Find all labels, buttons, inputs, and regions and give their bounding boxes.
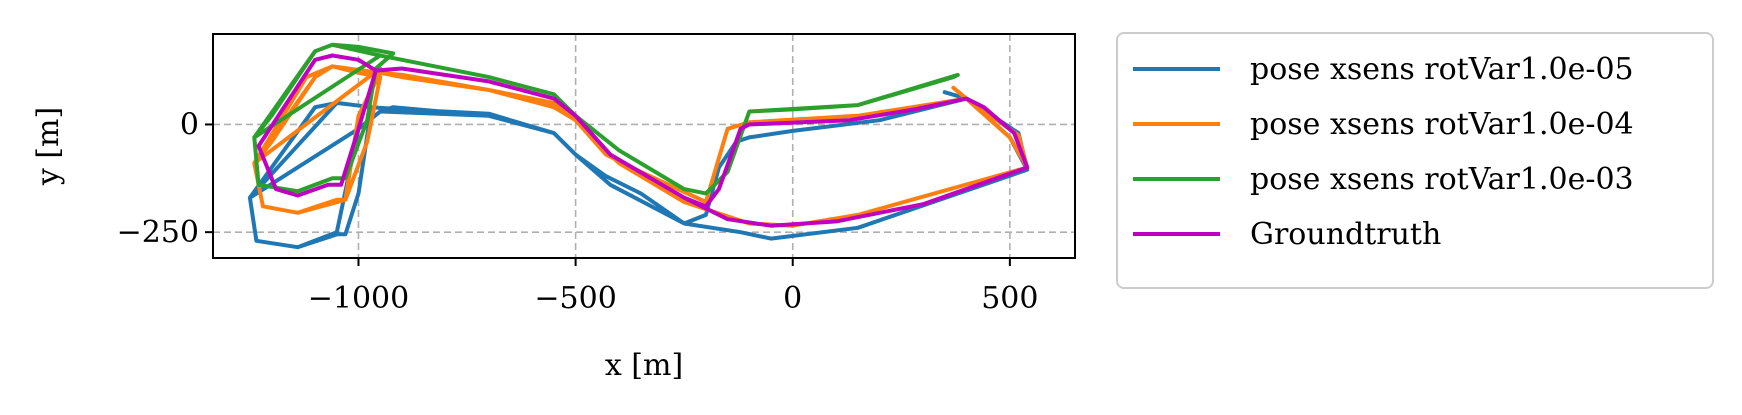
axis-ticks: −1000 −500 0 500 0 −250 (117, 107, 1039, 316)
y-axis-label: y [m] (31, 107, 66, 186)
legend-entry: pose xsens rotVar1.0e-04 (1250, 107, 1634, 142)
legend-entry: Groundtruth (1250, 217, 1441, 252)
series-line (256, 53, 1030, 228)
series-line (247, 90, 1030, 250)
legend-entry: pose xsens rotVar1.0e-03 (1250, 162, 1634, 197)
series-line (252, 64, 1030, 228)
legend-entry: pose xsens rotVar1.0e-05 (1250, 52, 1634, 87)
y-tick-label: 0 (180, 107, 199, 142)
x-axis-label: x [m] (605, 348, 683, 383)
series-lines (247, 42, 1030, 250)
x-tick-label: 500 (981, 281, 1038, 316)
grid-lines (213, 34, 1075, 258)
y-tick-label: −250 (117, 215, 199, 250)
x-tick-label: 0 (783, 281, 802, 316)
legend: pose xsens rotVar1.0e-05 pose xsens rotVa… (1116, 32, 1714, 289)
plot-frame (212, 33, 1076, 259)
legend-frame (1116, 32, 1714, 289)
x-tick-label: −1000 (308, 281, 409, 316)
x-tick-label: −500 (534, 281, 616, 316)
